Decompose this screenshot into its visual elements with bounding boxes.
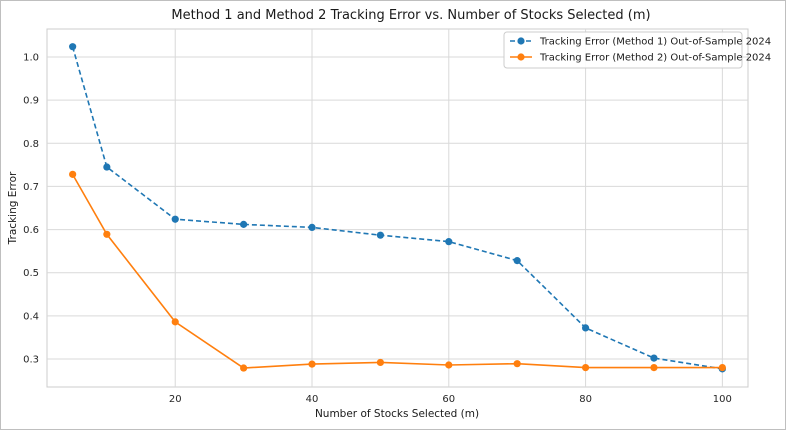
y-tick-label: 0.6 bbox=[23, 225, 39, 236]
legend-label-2: Tracking Error (Method 2) Out-of-Sample … bbox=[539, 53, 771, 64]
series-1-point bbox=[581, 324, 590, 332]
y-tick-label: 0.9 bbox=[23, 96, 39, 107]
series-1-point bbox=[308, 223, 316, 232]
legend-label-1: Tracking Error (Method 1) Out-of-Sample … bbox=[539, 37, 771, 48]
x-tick-label: 20 bbox=[169, 394, 182, 405]
series-2-point bbox=[376, 358, 385, 367]
series-1-point bbox=[69, 43, 77, 51]
y-axis-label: Tracking Error bbox=[7, 171, 19, 245]
y-tick-label: 0.7 bbox=[23, 182, 39, 193]
series-1-point bbox=[513, 257, 521, 265]
x-tick-label: 80 bbox=[579, 394, 592, 405]
series-2-point bbox=[650, 363, 658, 372]
x-tick-label: 40 bbox=[306, 394, 319, 405]
series-1-point bbox=[445, 238, 453, 246]
y-tick-label: 1.0 bbox=[23, 53, 39, 64]
x-tick-label: 100 bbox=[713, 394, 732, 405]
legend-box bbox=[503, 31, 743, 69]
series-2-point bbox=[718, 363, 726, 372]
chart-title: Method 1 and Method 2 Tracking Error vs.… bbox=[171, 8, 650, 23]
series-2-point bbox=[171, 318, 179, 326]
series-1-point bbox=[650, 354, 658, 362]
x-axis-label: Number of Stocks Selected (m) bbox=[315, 408, 479, 420]
series-1-point bbox=[171, 215, 179, 223]
y-tick-label: 0.3 bbox=[23, 354, 39, 365]
series-2-point bbox=[581, 363, 590, 372]
series-2-point bbox=[69, 170, 77, 178]
y-tick-label: 0.8 bbox=[23, 139, 39, 150]
y-tick-label: 0.4 bbox=[23, 311, 39, 322]
series-2-point bbox=[445, 361, 453, 369]
series-2 bbox=[69, 170, 726, 372]
series-1-point bbox=[240, 220, 248, 228]
series-2-point bbox=[308, 360, 316, 368]
series-1 bbox=[69, 43, 726, 373]
legend-marker-2 bbox=[517, 53, 525, 61]
grid-lines bbox=[47, 29, 748, 387]
x-tick-label: 60 bbox=[442, 394, 455, 405]
series-layer bbox=[69, 43, 726, 373]
series-2-point bbox=[240, 364, 248, 372]
x-axis-ticks: 20 40 60 80 100 bbox=[169, 394, 732, 405]
legend-item-1: Tracking Error (Method 1) Out-of-Sample … bbox=[510, 37, 771, 48]
y-axis-ticks: 0.3 0.4 0.5 0.6 0.7 0.8 0.9 1.0 bbox=[23, 53, 39, 366]
series-1-point bbox=[103, 163, 111, 171]
series-2-point bbox=[103, 230, 111, 238]
legend-item-2: Tracking Error (Method 2) Out-of-Sample … bbox=[510, 53, 771, 64]
series-2-point bbox=[513, 360, 521, 368]
legend: Tracking Error (Method 1) Out-of-Sample … bbox=[503, 31, 771, 69]
series-1-point bbox=[376, 231, 385, 239]
legend-marker-1 bbox=[517, 37, 525, 45]
y-tick-label: 0.5 bbox=[23, 268, 39, 279]
plot-area bbox=[46, 28, 749, 388]
